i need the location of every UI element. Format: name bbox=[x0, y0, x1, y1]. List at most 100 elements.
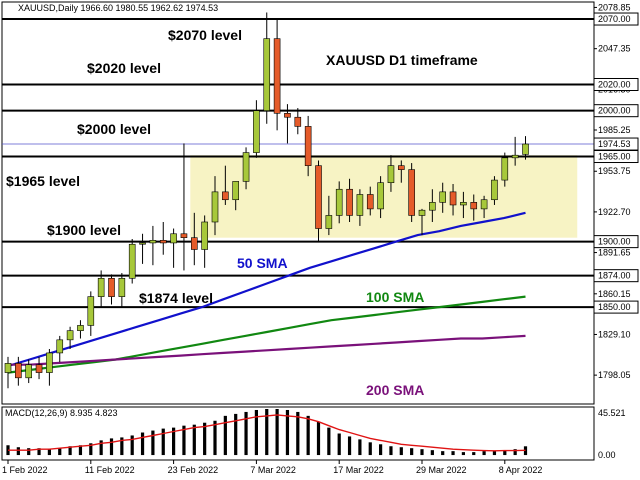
candle-body-50 bbox=[522, 143, 529, 155]
candle-body-23 bbox=[242, 152, 250, 182]
candle-body-29 bbox=[304, 126, 312, 166]
macd-bar-35 bbox=[368, 442, 372, 456]
macd-bar-19 bbox=[203, 422, 207, 456]
candle-body-26 bbox=[273, 38, 281, 114]
macd-bar-40 bbox=[420, 449, 424, 456]
x-tick-label-0: 1 Feb 2022 bbox=[2, 465, 48, 475]
label-sma100: 100 SMA bbox=[366, 289, 424, 305]
ma-line-2 bbox=[8, 334, 526, 366]
macd-bar-22 bbox=[234, 413, 238, 456]
macd-bar-24 bbox=[254, 409, 258, 456]
candle-21 bbox=[222, 165, 229, 205]
macd-bar-11 bbox=[120, 437, 124, 456]
macd-bar-27 bbox=[285, 409, 290, 456]
candle-20 bbox=[211, 176, 219, 236]
candle-48 bbox=[501, 152, 509, 187]
macd-bar-2 bbox=[27, 448, 31, 456]
macd-bar-15 bbox=[161, 428, 165, 456]
x-tick-label-2: 23 Feb 2022 bbox=[168, 465, 219, 475]
y-tick-label-8: 1829.10 bbox=[598, 329, 631, 339]
candle-39 bbox=[408, 163, 415, 222]
macd-bar-34 bbox=[358, 439, 362, 456]
candle-body-15 bbox=[159, 240, 167, 244]
macd-bar-20 bbox=[213, 420, 217, 456]
candle-29 bbox=[304, 115, 312, 177]
annotation-2070: $2070 level bbox=[168, 27, 242, 43]
macd-bar-5 bbox=[58, 448, 62, 456]
x-tick-label-1: 11 Feb 2022 bbox=[85, 465, 135, 475]
candle-24 bbox=[253, 100, 260, 158]
macd-bar-43 bbox=[451, 451, 455, 456]
macd-bar-36 bbox=[379, 444, 383, 456]
macd-bar-13 bbox=[140, 432, 145, 456]
level-tag-box-2020 bbox=[593, 77, 639, 91]
main-panel-frame bbox=[1, 1, 595, 405]
macd-bar-18 bbox=[192, 424, 196, 456]
candle-5 bbox=[56, 335, 64, 363]
x-tick-label-5: 29 Mar 2022 bbox=[416, 465, 467, 475]
annotation-1965: $1965 level bbox=[6, 173, 80, 189]
candle-body-49 bbox=[511, 154, 519, 159]
candle-13 bbox=[139, 233, 146, 264]
level-tag-2070: 2070.00 bbox=[598, 14, 631, 24]
candle-body-38 bbox=[397, 165, 405, 170]
candle-body-20 bbox=[211, 191, 219, 223]
candle-body-8 bbox=[87, 296, 95, 326]
candle-body-24 bbox=[253, 110, 260, 153]
candle-body-21 bbox=[222, 191, 229, 201]
macd-bar-14 bbox=[151, 430, 155, 456]
x-tick-label-4: 17 Mar 2022 bbox=[333, 465, 384, 475]
candle-14 bbox=[149, 225, 157, 266]
macd-bar-46 bbox=[482, 451, 486, 456]
candle-body-14 bbox=[149, 240, 157, 244]
macd-bar-44 bbox=[461, 452, 465, 456]
candle-16 bbox=[170, 228, 177, 268]
macd-bar-45 bbox=[472, 452, 476, 456]
candle-49 bbox=[511, 136, 519, 166]
candle-12 bbox=[128, 239, 136, 284]
candle-body-13 bbox=[139, 242, 146, 245]
label-sma50: 50 SMA bbox=[237, 255, 288, 271]
level-tag-1850: 1850.00 bbox=[598, 302, 631, 312]
macd-bar-17 bbox=[182, 425, 186, 456]
macd-bar-38 bbox=[399, 447, 403, 456]
candle-body-42 bbox=[439, 191, 447, 203]
candle-1 bbox=[15, 356, 22, 386]
annotation-2000: $2000 level bbox=[77, 121, 151, 137]
candle-body-45 bbox=[470, 202, 478, 210]
candle-body-16 bbox=[170, 233, 177, 244]
current-price-tag: 1974.53 bbox=[598, 139, 631, 149]
macd-bar-48 bbox=[503, 450, 507, 456]
level-tag-1900: 1900.00 bbox=[598, 237, 631, 247]
level-tag-box-1900 bbox=[593, 235, 639, 249]
candle-26 bbox=[273, 19, 281, 131]
candle-body-46 bbox=[480, 199, 488, 210]
candle-23 bbox=[242, 147, 250, 190]
candle-2 bbox=[25, 359, 33, 384]
candle-body-17 bbox=[180, 233, 188, 239]
candle-body-33 bbox=[346, 188, 353, 216]
candle-35 bbox=[366, 186, 374, 216]
candle-10 bbox=[108, 274, 115, 305]
macd-signal-line bbox=[8, 414, 526, 452]
candle-37 bbox=[387, 155, 395, 192]
candle-body-36 bbox=[377, 182, 384, 210]
label-sma200: 200 SMA bbox=[366, 382, 424, 398]
macd-bar-32 bbox=[337, 433, 341, 456]
candle-body-4 bbox=[46, 352, 53, 373]
candle-33 bbox=[346, 178, 353, 222]
candle-body-7 bbox=[77, 325, 84, 331]
macd-bar-30 bbox=[316, 421, 321, 456]
candle-body-2 bbox=[25, 364, 33, 379]
candle-18 bbox=[191, 212, 198, 266]
macd-bar-9 bbox=[99, 440, 103, 456]
x-tick-label-6: 8 Apr 2022 bbox=[499, 465, 543, 475]
candle-19 bbox=[201, 215, 208, 268]
y-tick-label-0: 2078.85 bbox=[598, 2, 631, 12]
candle-41 bbox=[429, 189, 436, 222]
candle-22 bbox=[232, 181, 239, 211]
candle-body-34 bbox=[356, 194, 364, 216]
candle-body-19 bbox=[201, 221, 208, 250]
